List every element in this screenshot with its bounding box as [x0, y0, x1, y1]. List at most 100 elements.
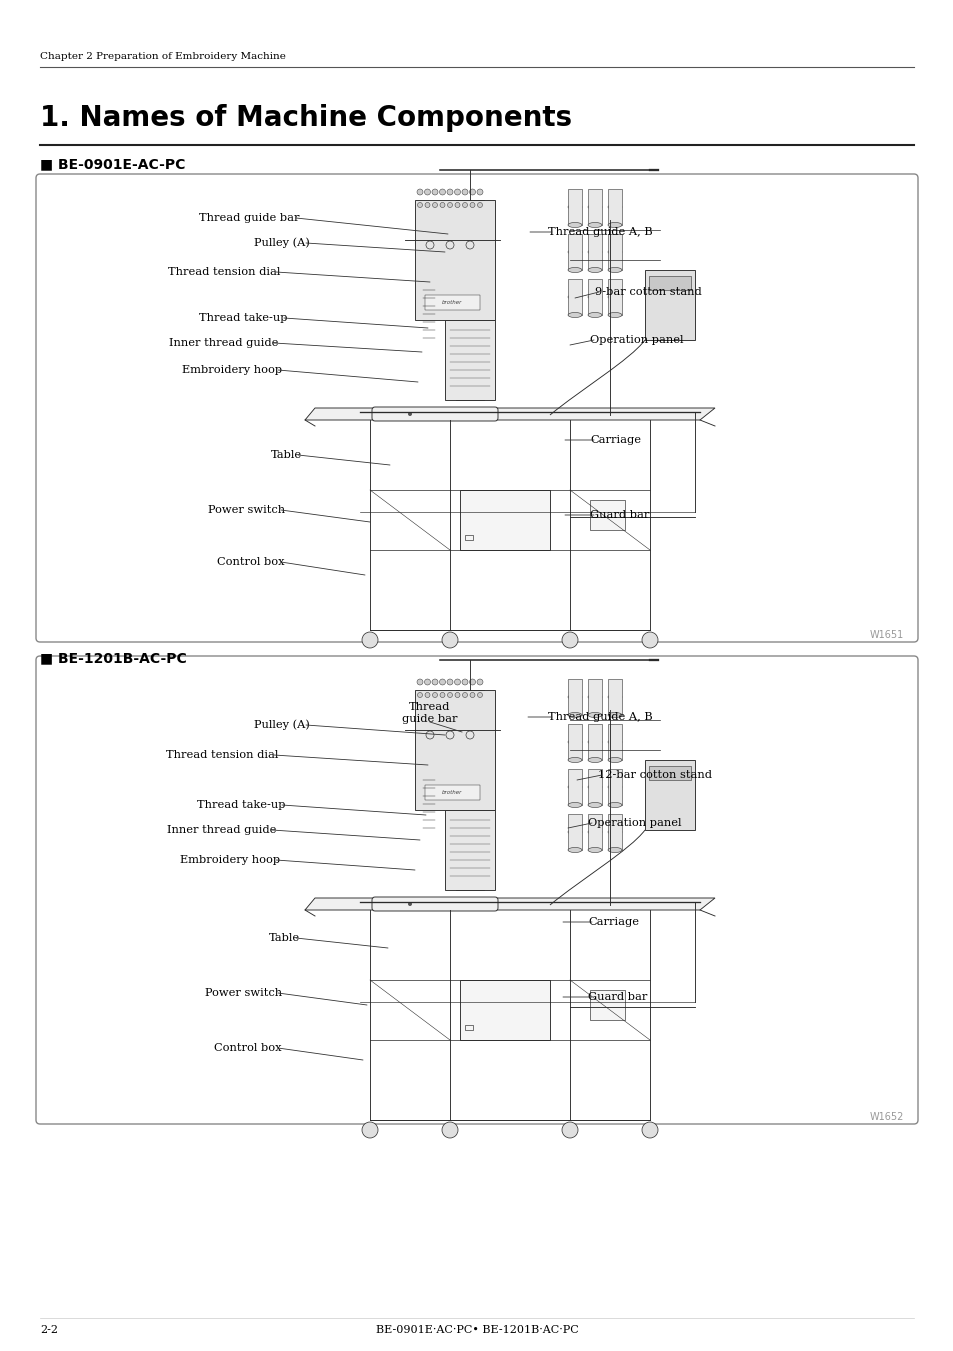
- Text: Table: Table: [271, 450, 302, 459]
- Text: Control box: Control box: [217, 557, 285, 567]
- Text: Thread guide A, B: Thread guide A, B: [547, 227, 652, 236]
- Ellipse shape: [587, 267, 601, 273]
- Circle shape: [641, 1121, 658, 1138]
- Ellipse shape: [567, 250, 581, 254]
- Ellipse shape: [607, 204, 621, 209]
- Ellipse shape: [587, 847, 601, 852]
- Ellipse shape: [567, 847, 581, 852]
- Bar: [587, 815, 601, 850]
- FancyBboxPatch shape: [36, 174, 917, 642]
- Bar: [464, 1025, 473, 1029]
- Circle shape: [424, 693, 430, 697]
- Circle shape: [424, 203, 430, 208]
- Text: Guard bar: Guard bar: [589, 509, 649, 520]
- Bar: [567, 280, 581, 315]
- Text: 12-bar cotton stand: 12-bar cotton stand: [598, 770, 711, 780]
- Bar: [567, 815, 581, 850]
- Text: W1652: W1652: [869, 1112, 903, 1121]
- Ellipse shape: [567, 694, 581, 700]
- Ellipse shape: [587, 250, 601, 254]
- FancyBboxPatch shape: [36, 657, 917, 1124]
- Circle shape: [462, 203, 467, 208]
- Text: 1. Names of Machine Components: 1. Names of Machine Components: [40, 104, 572, 132]
- Bar: [648, 766, 690, 780]
- Circle shape: [561, 1121, 578, 1138]
- Circle shape: [470, 693, 475, 697]
- Circle shape: [641, 632, 658, 648]
- Text: Thread
guide bar: Thread guide bar: [402, 703, 457, 724]
- Ellipse shape: [607, 250, 621, 254]
- Bar: [587, 724, 601, 761]
- Text: brother: brother: [441, 790, 461, 796]
- Circle shape: [432, 680, 437, 685]
- Ellipse shape: [587, 758, 601, 762]
- Circle shape: [469, 189, 475, 195]
- Circle shape: [461, 680, 468, 685]
- Bar: [415, 200, 495, 320]
- Ellipse shape: [607, 802, 621, 808]
- Circle shape: [469, 680, 475, 685]
- Bar: [444, 320, 495, 400]
- Ellipse shape: [607, 830, 621, 835]
- Ellipse shape: [587, 295, 601, 300]
- Bar: [567, 189, 581, 226]
- Bar: [607, 189, 621, 226]
- Text: Control box: Control box: [214, 1043, 282, 1052]
- Bar: [587, 680, 601, 715]
- Bar: [648, 276, 690, 290]
- Text: Embroidery hoop: Embroidery hoop: [182, 365, 282, 376]
- Text: Operation panel: Operation panel: [589, 335, 682, 345]
- Circle shape: [461, 189, 468, 195]
- Text: ■ BE-0901E-AC-PC: ■ BE-0901E-AC-PC: [40, 157, 185, 172]
- Ellipse shape: [607, 739, 621, 744]
- Circle shape: [361, 632, 377, 648]
- FancyBboxPatch shape: [372, 407, 497, 422]
- Bar: [644, 761, 695, 830]
- Text: ■ BE-1201B-AC-PC: ■ BE-1201B-AC-PC: [40, 651, 187, 665]
- Circle shape: [476, 680, 482, 685]
- Ellipse shape: [567, 785, 581, 789]
- Bar: [456, 200, 483, 400]
- Circle shape: [447, 693, 452, 697]
- Ellipse shape: [587, 830, 601, 835]
- FancyBboxPatch shape: [372, 897, 497, 911]
- Circle shape: [439, 189, 445, 195]
- Circle shape: [424, 189, 430, 195]
- Text: Thread take-up: Thread take-up: [199, 313, 288, 323]
- Circle shape: [417, 693, 422, 697]
- Ellipse shape: [567, 204, 581, 209]
- Circle shape: [454, 189, 460, 195]
- Circle shape: [361, 1121, 377, 1138]
- Ellipse shape: [567, 802, 581, 808]
- Circle shape: [455, 693, 459, 697]
- Ellipse shape: [607, 223, 621, 227]
- Circle shape: [477, 203, 482, 208]
- Text: brother: brother: [441, 300, 461, 305]
- Circle shape: [432, 693, 437, 697]
- Ellipse shape: [567, 758, 581, 762]
- Bar: [607, 280, 621, 315]
- Text: Carriage: Carriage: [589, 435, 640, 444]
- Ellipse shape: [587, 204, 601, 209]
- Bar: [587, 234, 601, 270]
- Bar: [587, 280, 601, 315]
- Bar: [456, 690, 483, 890]
- Ellipse shape: [587, 694, 601, 700]
- Text: Thread guide bar: Thread guide bar: [199, 213, 299, 223]
- Text: Power switch: Power switch: [205, 988, 282, 998]
- Ellipse shape: [607, 312, 621, 317]
- Ellipse shape: [567, 295, 581, 300]
- Ellipse shape: [607, 267, 621, 273]
- Circle shape: [455, 203, 459, 208]
- Text: Guard bar: Guard bar: [587, 992, 647, 1002]
- Text: Table: Table: [269, 934, 299, 943]
- Polygon shape: [305, 898, 714, 911]
- Text: Inner thread guide: Inner thread guide: [167, 825, 275, 835]
- Ellipse shape: [607, 694, 621, 700]
- Ellipse shape: [587, 312, 601, 317]
- Ellipse shape: [607, 758, 621, 762]
- Ellipse shape: [587, 712, 601, 717]
- Circle shape: [424, 680, 430, 685]
- Circle shape: [477, 693, 482, 697]
- Text: Pulley (A): Pulley (A): [253, 238, 310, 249]
